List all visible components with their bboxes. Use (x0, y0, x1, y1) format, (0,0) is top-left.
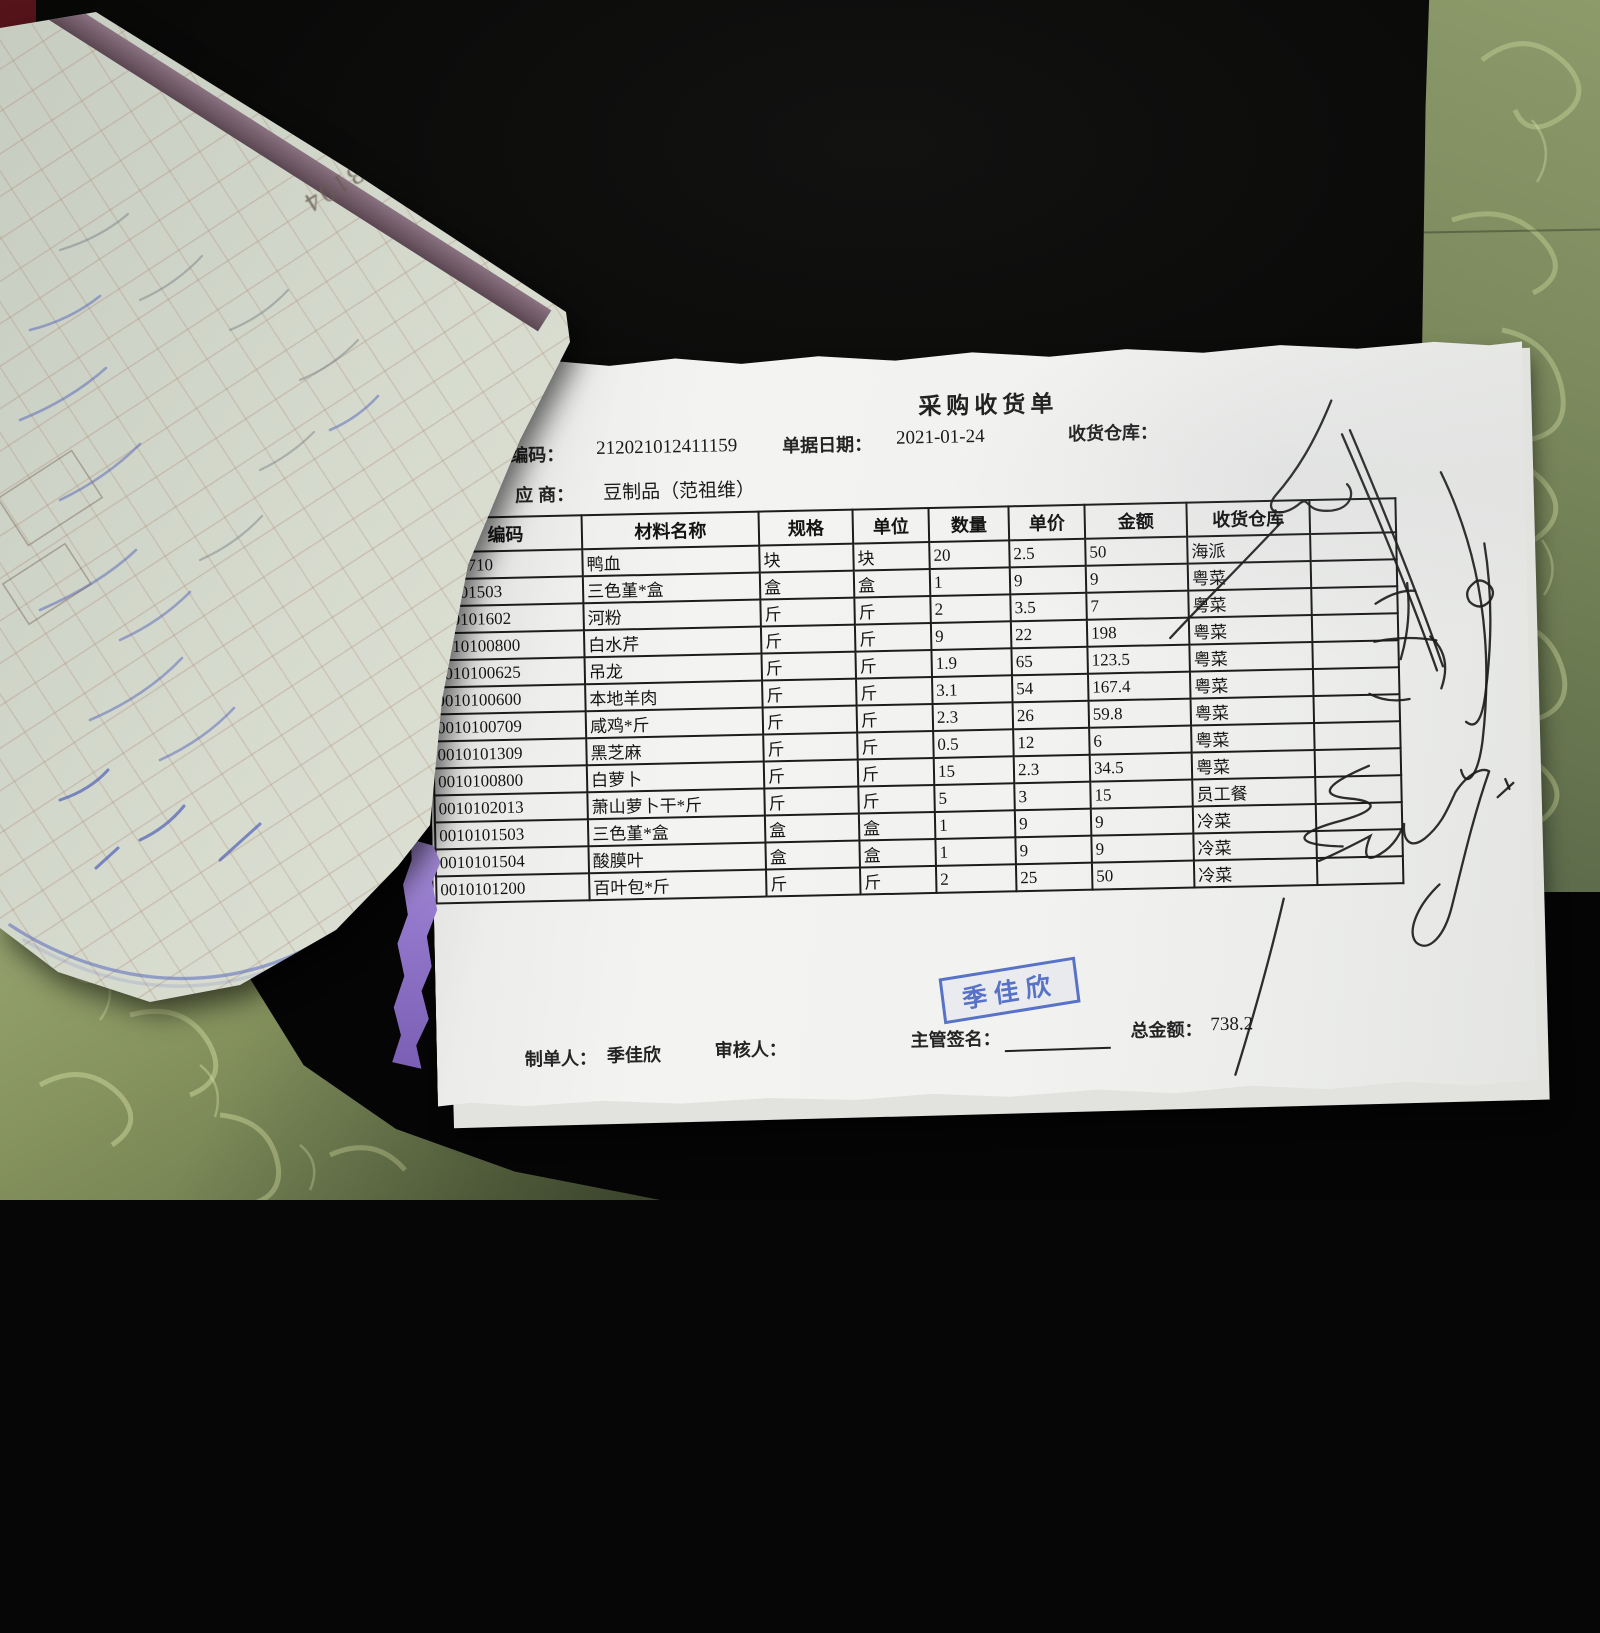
notebook-handwriting (0, 212, 434, 988)
handwritten-notebook: № 7183104 (0, 12, 570, 1002)
notebook-wrap: № 7183104 (0, 12, 570, 1002)
photo-scene: 采购收货单 编码： 212021012411159 单据日期： 2021-01-… (0, 0, 1600, 1200)
